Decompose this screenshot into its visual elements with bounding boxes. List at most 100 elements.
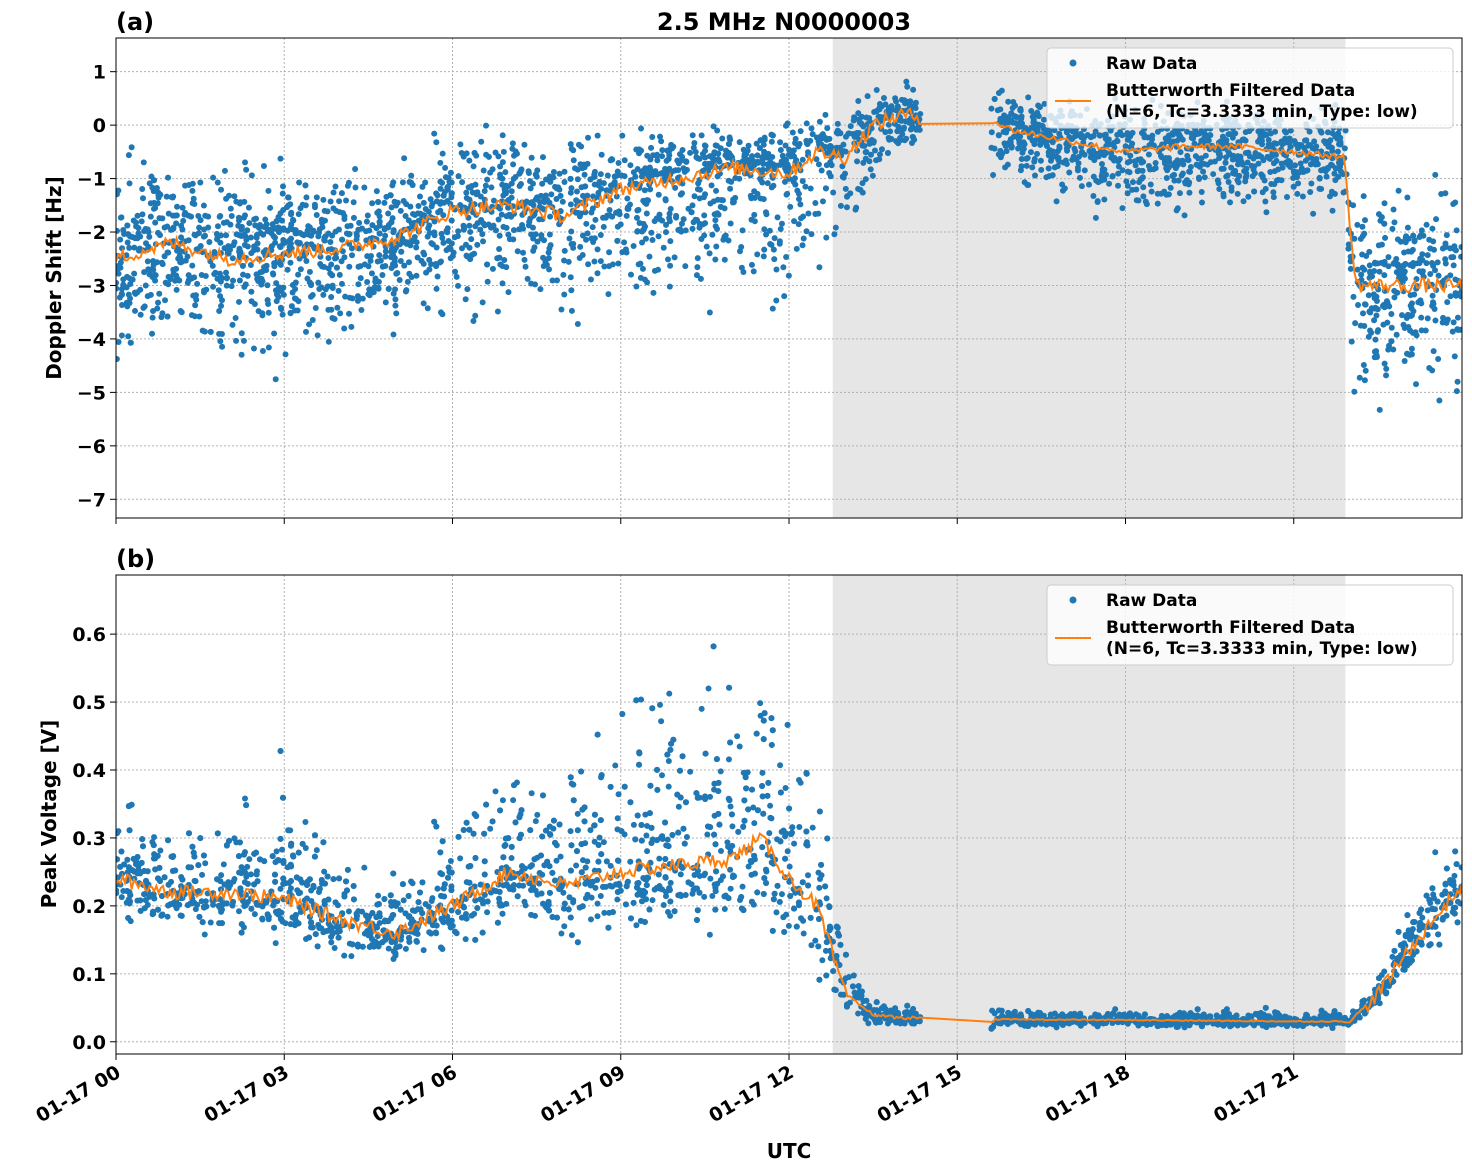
raw-point	[1358, 276, 1365, 283]
raw-point	[478, 217, 485, 224]
raw-point	[655, 233, 662, 240]
y-tick-label: 0.3	[72, 828, 106, 850]
raw-point	[1423, 221, 1430, 228]
raw-point	[199, 871, 206, 878]
raw-point	[797, 128, 804, 135]
raw-point	[808, 125, 815, 132]
raw-point	[402, 288, 409, 295]
raw-point	[767, 159, 774, 166]
raw-point	[744, 147, 751, 154]
raw-point	[214, 236, 221, 243]
raw-point	[587, 176, 594, 183]
raw-point	[1450, 262, 1457, 269]
raw-point	[303, 230, 310, 237]
raw-point	[1336, 164, 1343, 171]
raw-point	[1444, 299, 1451, 306]
raw-point	[582, 183, 589, 190]
raw-point	[1454, 314, 1461, 321]
raw-point	[736, 248, 743, 255]
raw-point	[118, 332, 125, 339]
raw-point	[172, 212, 179, 219]
raw-point	[802, 183, 809, 190]
raw-point	[211, 271, 218, 278]
raw-point	[1202, 152, 1209, 159]
raw-point	[350, 214, 357, 221]
raw-point	[1275, 166, 1282, 173]
raw-point	[409, 181, 416, 188]
raw-point	[1124, 190, 1131, 197]
raw-point	[192, 292, 199, 299]
raw-point	[677, 157, 684, 164]
raw-point	[1345, 241, 1352, 248]
raw-point	[196, 224, 203, 231]
raw-point	[126, 275, 133, 282]
raw-point	[1432, 849, 1439, 856]
raw-point	[573, 197, 580, 204]
raw-point	[356, 219, 363, 226]
raw-point	[791, 175, 798, 182]
raw-point	[158, 259, 165, 266]
raw-point	[481, 222, 488, 229]
raw-point	[315, 229, 322, 236]
raw-point	[648, 144, 655, 151]
raw-point	[1411, 237, 1418, 244]
raw-point	[725, 237, 732, 244]
raw-point	[887, 128, 894, 135]
raw-point	[1397, 238, 1404, 245]
raw-point	[496, 245, 503, 252]
raw-point	[778, 220, 785, 227]
raw-point	[497, 171, 504, 178]
raw-point	[1078, 183, 1085, 190]
raw-point	[229, 321, 236, 328]
raw-point	[1010, 133, 1017, 140]
raw-point	[1419, 251, 1426, 258]
raw-point	[561, 923, 568, 930]
raw-point	[574, 176, 581, 183]
raw-point	[1359, 223, 1366, 230]
raw-point	[1440, 314, 1447, 321]
raw-point	[120, 276, 127, 283]
raw-point	[118, 290, 125, 297]
raw-point	[655, 266, 662, 273]
raw-point	[539, 154, 546, 161]
raw-point	[1449, 328, 1456, 335]
raw-point	[496, 232, 503, 239]
raw-point	[341, 325, 348, 332]
raw-point	[355, 226, 362, 233]
raw-point	[717, 145, 724, 152]
raw-point	[1272, 128, 1279, 135]
raw-point	[501, 256, 508, 263]
raw-point	[1015, 136, 1022, 143]
x-tick-label: 01-17 12	[705, 1061, 797, 1127]
raw-point	[1046, 147, 1053, 154]
raw-point	[361, 864, 368, 871]
raw-point	[759, 769, 766, 776]
raw-point	[553, 857, 560, 864]
raw-point	[264, 282, 271, 289]
raw-point	[1413, 381, 1420, 388]
raw-point	[134, 212, 141, 219]
y-tick-label: −1	[77, 169, 106, 191]
raw-point	[173, 265, 180, 272]
raw-point	[1049, 172, 1056, 179]
raw-point	[641, 276, 648, 283]
raw-point	[689, 225, 696, 232]
raw-point	[751, 211, 758, 218]
raw-point	[185, 181, 192, 188]
raw-point	[164, 313, 171, 320]
raw-point	[246, 856, 253, 863]
raw-point	[141, 303, 148, 310]
raw-point	[238, 226, 245, 233]
raw-point	[917, 110, 924, 117]
raw-point	[451, 234, 458, 241]
raw-point	[345, 231, 352, 238]
raw-point	[1352, 320, 1359, 327]
raw-point	[274, 258, 281, 265]
raw-point	[768, 241, 775, 248]
raw-point	[1186, 189, 1193, 196]
raw-point	[206, 239, 213, 246]
raw-point	[1351, 388, 1358, 395]
raw-point	[339, 236, 346, 243]
raw-point	[713, 187, 720, 194]
